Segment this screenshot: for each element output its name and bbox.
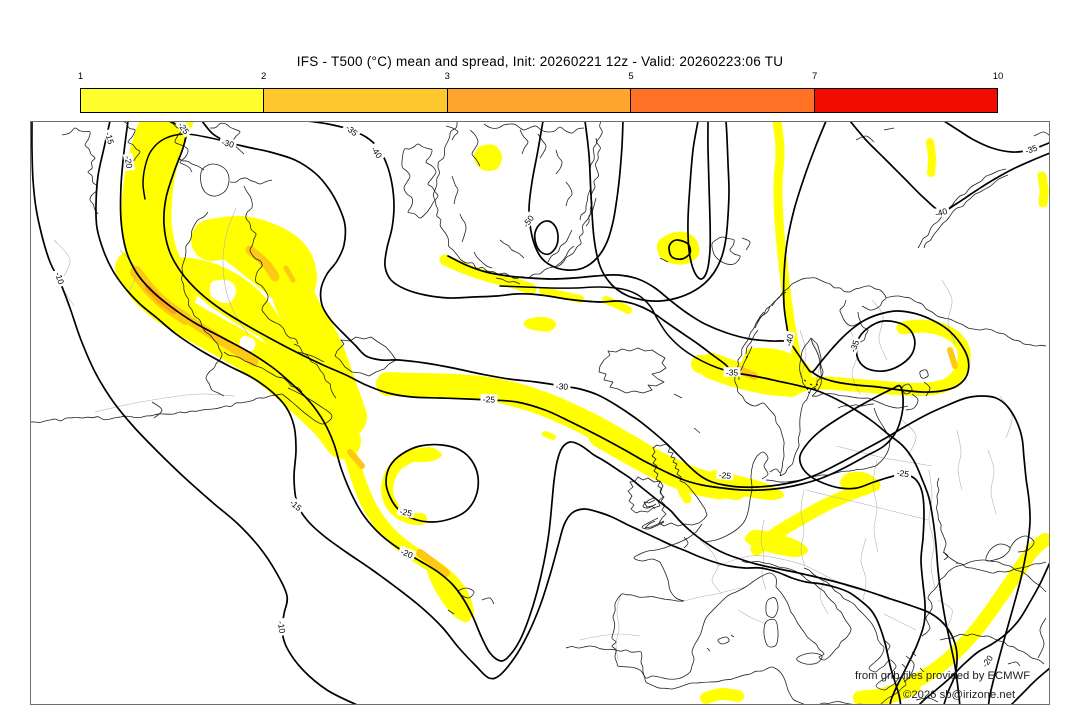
svg-text:-35: -35 xyxy=(1024,143,1039,156)
svg-text:-15: -15 xyxy=(103,131,116,146)
svg-text:-30: -30 xyxy=(556,381,569,391)
svg-text:-25: -25 xyxy=(718,470,731,481)
svg-text:-40: -40 xyxy=(783,333,795,347)
svg-text:-35: -35 xyxy=(726,367,739,377)
svg-text:-40: -40 xyxy=(934,206,949,219)
svg-text:-10: -10 xyxy=(53,271,66,286)
svg-text:-25: -25 xyxy=(896,468,910,480)
svg-text:-20: -20 xyxy=(123,155,135,169)
svg-text:-10: -10 xyxy=(276,620,288,634)
svg-text:-25: -25 xyxy=(483,394,496,404)
svg-text:-35: -35 xyxy=(848,338,862,353)
svg-text:-20: -20 xyxy=(399,546,414,560)
svg-text:-25: -25 xyxy=(399,506,413,518)
svg-text:-30: -30 xyxy=(221,137,236,150)
